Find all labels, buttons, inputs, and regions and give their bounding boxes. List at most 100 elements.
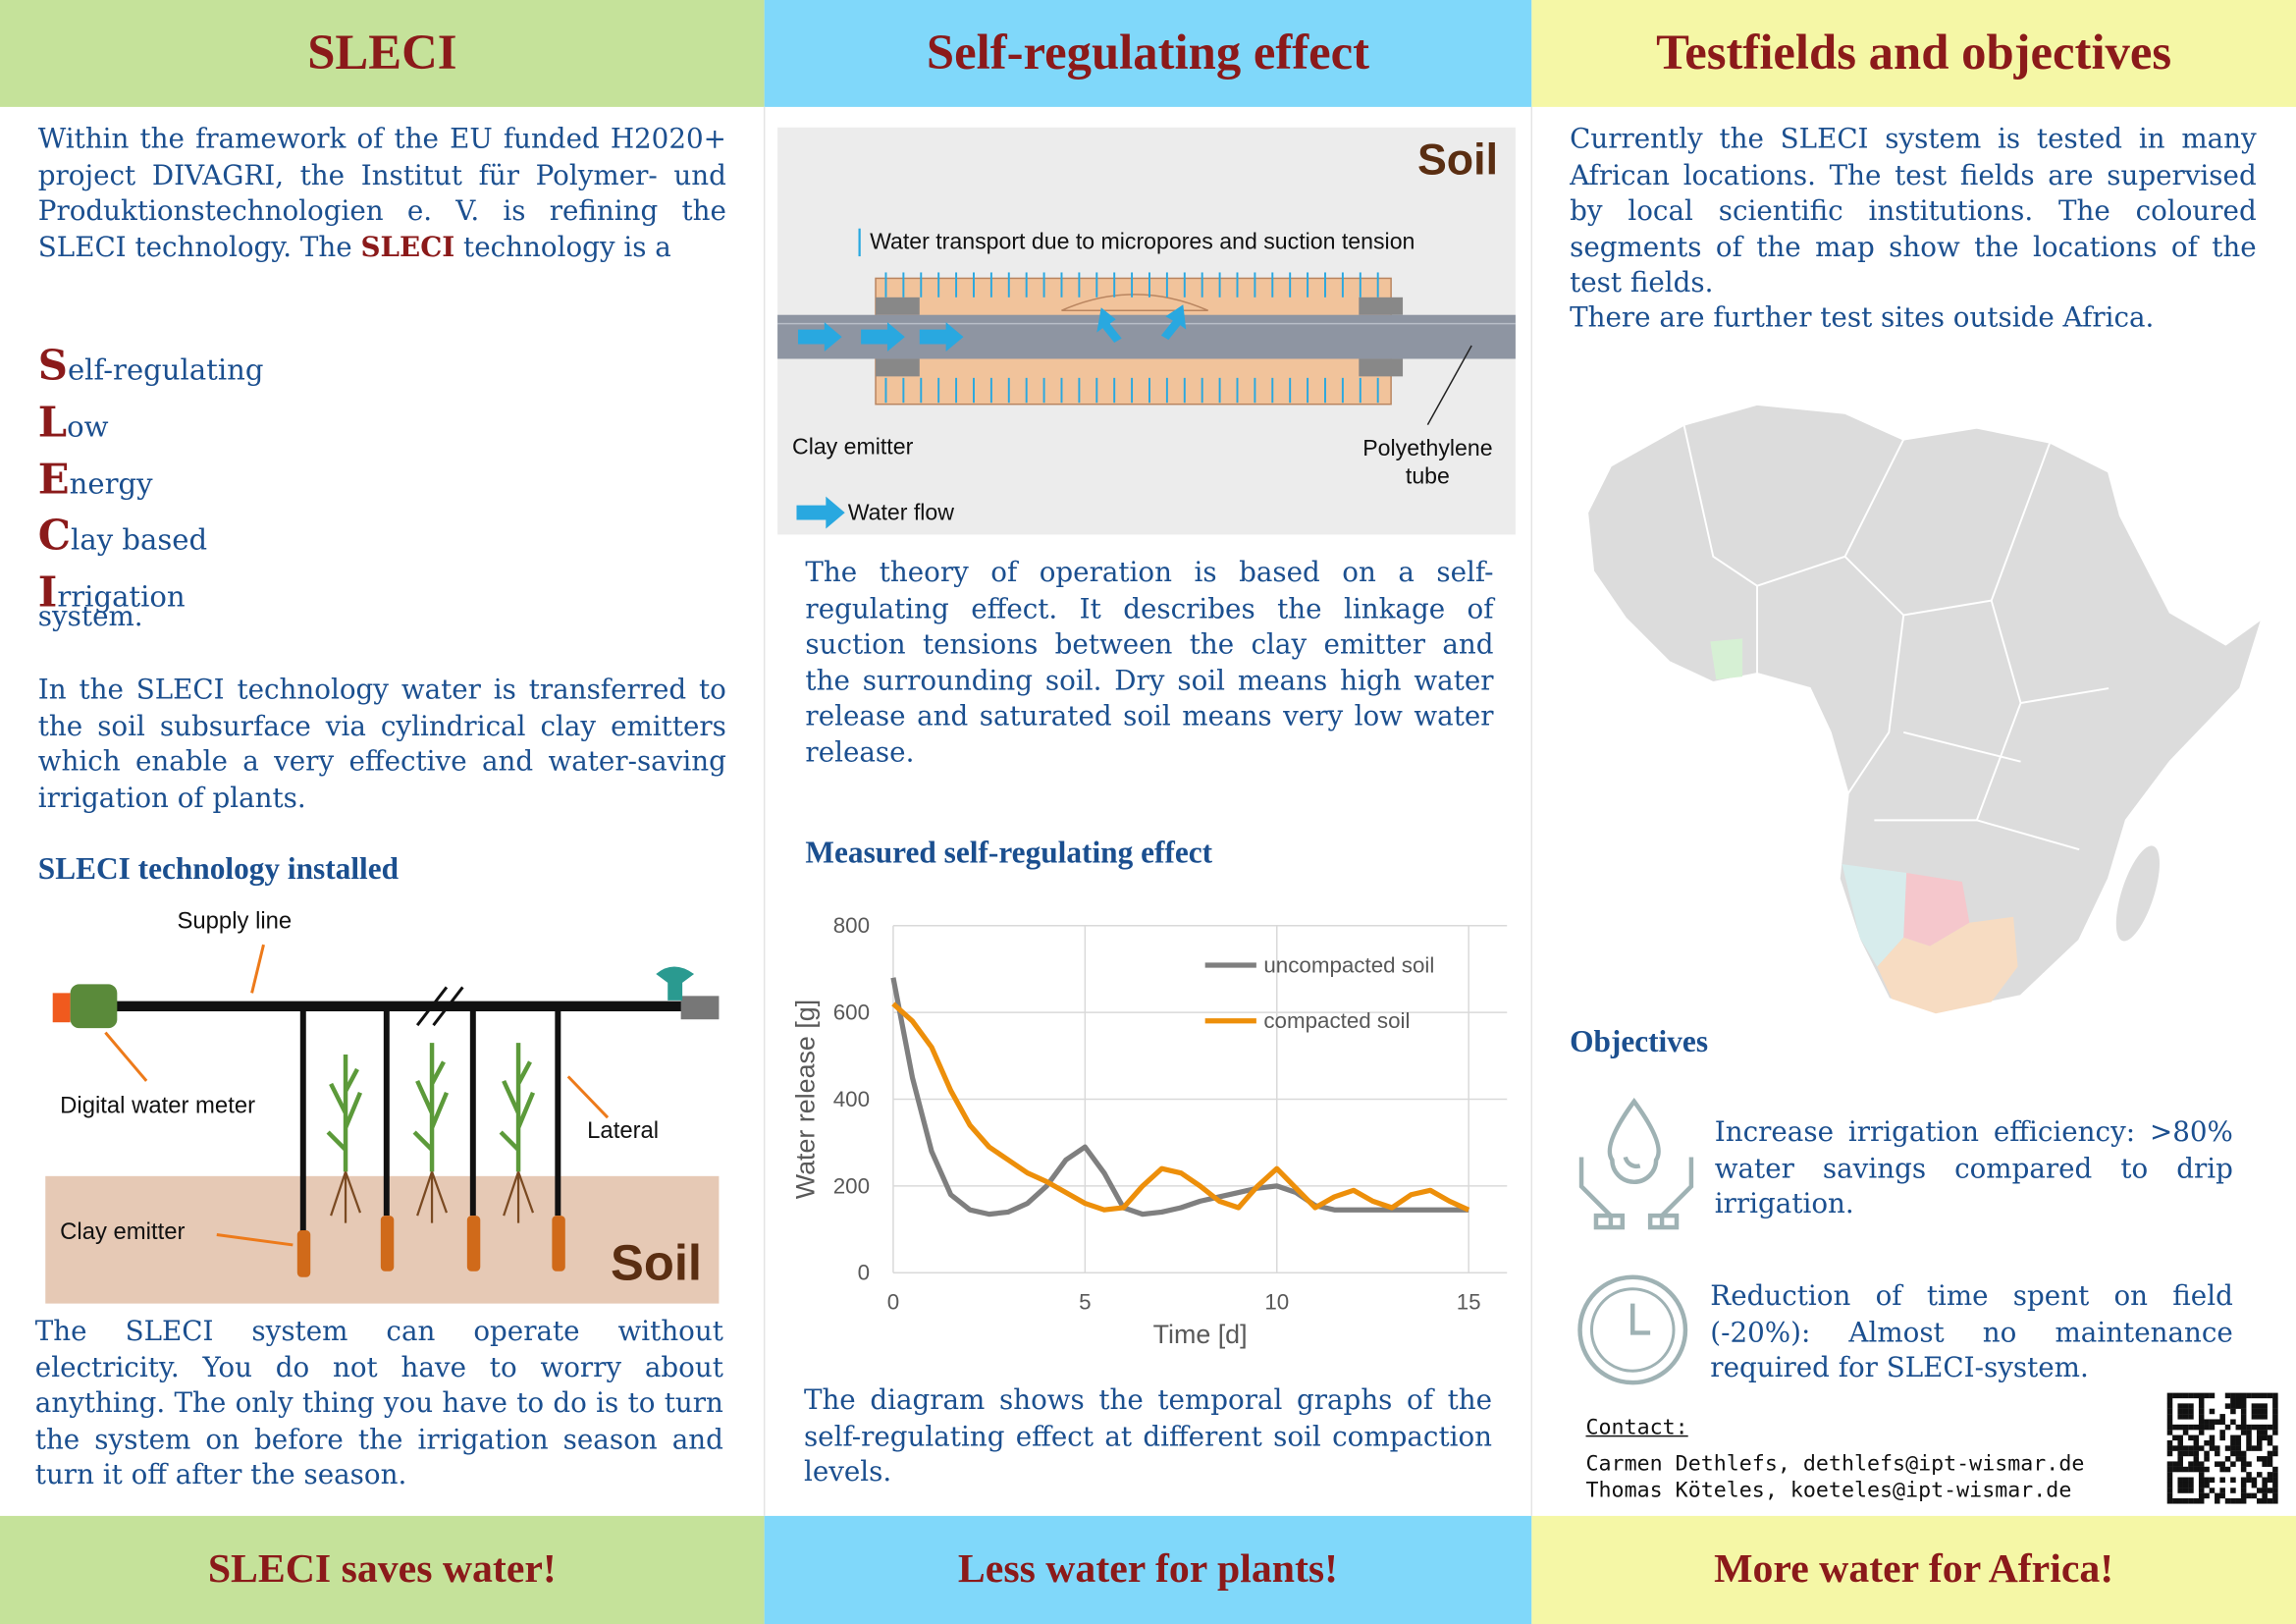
qr-module: [2240, 1392, 2247, 1399]
qr-module: [2198, 1482, 2205, 1489]
qr-module: [2272, 1498, 2278, 1504]
figure-label: Soil: [611, 1235, 702, 1291]
qr-module: [2172, 1424, 2178, 1431]
qr-module: [2204, 1492, 2210, 1499]
qr-module: [2182, 1414, 2189, 1420]
line-series: [890, 977, 1469, 1218]
subtitle: SLECI technology installed: [37, 850, 400, 887]
qr-module: [2230, 1403, 2236, 1409]
qr-module: [2251, 1477, 2258, 1484]
qr-module: [2215, 1450, 2220, 1457]
figure-label: Water transport due to micropores and su…: [870, 229, 1415, 254]
header-band: [764, 0, 1532, 107]
qr-module: [2172, 1392, 2178, 1399]
qr-module: [2272, 1477, 2278, 1484]
qr-module: [2246, 1430, 2252, 1435]
qr-module: [2230, 1477, 2236, 1484]
paragraph: Currently the SLECI system is tested in …: [1570, 124, 2257, 299]
footer-band: [0, 1515, 765, 1624]
qr-module: [2177, 1477, 2183, 1484]
header-band: [1531, 0, 2296, 107]
line-series: [891, 1001, 1470, 1213]
acronym-word: nergy: [69, 466, 153, 501]
qr-module: [2188, 1435, 2194, 1441]
qr-module: [2204, 1439, 2210, 1446]
qr-module: [2204, 1424, 2210, 1431]
qr-module: [2230, 1445, 2236, 1451]
qr-module: [2182, 1430, 2189, 1435]
qr-module: [2257, 1424, 2263, 1431]
qr-module: [2240, 1450, 2247, 1457]
qr-module: [2257, 1472, 2263, 1478]
objective-icons: [1577, 1097, 1694, 1385]
qr-module: [2246, 1492, 2252, 1499]
qr-module: [2272, 1424, 2278, 1431]
qr-module: [2182, 1445, 2189, 1451]
qr-module: [2251, 1392, 2258, 1399]
qr-module: [2262, 1408, 2268, 1415]
footer-band: [764, 1515, 1532, 1624]
qr-module: [2209, 1392, 2216, 1399]
qr-module: [2193, 1439, 2200, 1446]
qr-module: [2204, 1392, 2210, 1399]
qr-module: [2262, 1461, 2268, 1467]
qr-module: [2215, 1492, 2220, 1499]
qr-module: [2177, 1461, 2183, 1467]
qr-module: [2230, 1408, 2236, 1415]
qr-module: [2257, 1435, 2263, 1441]
qr-module: [2188, 1488, 2194, 1493]
qr-module: [2182, 1450, 2189, 1457]
acronym-word: rrigation: [57, 579, 186, 615]
qr-module: [2166, 1466, 2173, 1473]
intro-text: Within the framework of the EU funded H2…: [37, 124, 726, 263]
qr-module: [2198, 1408, 2205, 1415]
qr-module: [2182, 1403, 2189, 1409]
qr-module: [2204, 1466, 2210, 1473]
qr-module: [2240, 1461, 2247, 1467]
qr-module: [2182, 1477, 2189, 1484]
qr-module: [2262, 1435, 2268, 1441]
qr-module: [2166, 1397, 2173, 1404]
qr-module: [2267, 1461, 2273, 1467]
objectives-title: Objectives: [1570, 1023, 1709, 1059]
qr-module: [2198, 1419, 2205, 1425]
footer-slogan: More water for Africa!: [1714, 1546, 2114, 1593]
qr-module: [2166, 1461, 2173, 1467]
qr-module: [2209, 1439, 2216, 1446]
qr-module: [2235, 1397, 2242, 1404]
qr-module: [2235, 1403, 2242, 1409]
qr-module: [2177, 1466, 2183, 1473]
qr-module: [2224, 1392, 2231, 1399]
qr-module: [2172, 1445, 2178, 1451]
qr-module: [2267, 1450, 2273, 1457]
figure-label: Supply line: [177, 908, 292, 935]
africa-map: [1585, 403, 2265, 1015]
qr-module: [2246, 1439, 2252, 1446]
qr-module: [2262, 1424, 2268, 1431]
qr-module: [2188, 1498, 2194, 1504]
qr-module: [2240, 1397, 2247, 1404]
qr-module: [2240, 1482, 2247, 1489]
qr-module: [2198, 1472, 2205, 1478]
qr-module: [2209, 1408, 2216, 1415]
qr-module: [2198, 1445, 2205, 1451]
acronym-word: lay based: [71, 523, 208, 558]
qr-module: [2257, 1439, 2263, 1446]
qr-module: [2240, 1456, 2247, 1462]
qr-module: [2166, 1477, 2173, 1484]
qr-module: [2262, 1456, 2268, 1462]
column-title: Self-regulating effect: [926, 26, 1370, 81]
column-title: Testfields and objectives: [1656, 26, 2172, 81]
qr-module: [2177, 1488, 2183, 1493]
figure-label: Water flow: [848, 500, 955, 525]
qr-module: [2224, 1424, 2231, 1431]
qr-module: [2198, 1466, 2205, 1473]
qr-module: [2166, 1445, 2173, 1451]
qr-module: [2177, 1450, 2183, 1457]
qr-module: [2193, 1466, 2200, 1473]
qr-module: [2224, 1445, 2231, 1451]
qr-module: [2188, 1461, 2194, 1467]
installation-figure: [45, 944, 720, 1304]
qr-module: [2235, 1424, 2242, 1431]
qr-module: [2246, 1461, 2252, 1467]
